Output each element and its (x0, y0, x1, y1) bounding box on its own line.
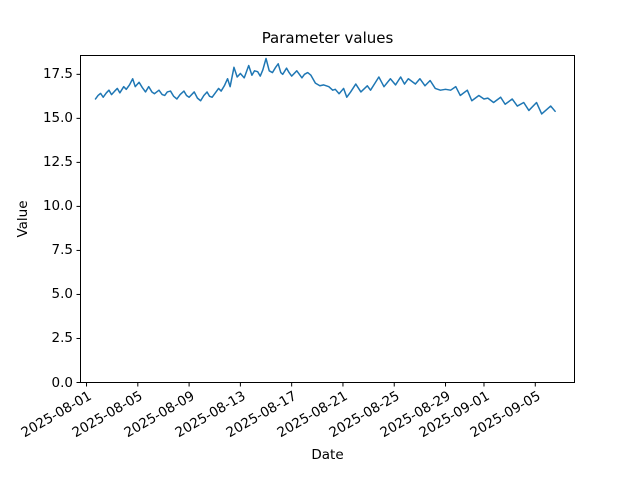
y-tick-label: 5.0 (51, 286, 73, 303)
x-axis-label: Date (311, 447, 344, 463)
y-tick-label: 15.0 (42, 110, 73, 127)
y-tick-label: 10.0 (42, 198, 73, 215)
data-line-parameter (94, 57, 556, 115)
y-tick-label: 0.0 (51, 374, 73, 391)
plot-spines (80, 55, 575, 383)
y-tick-label: 7.5 (51, 242, 73, 259)
y-tick-label: 12.5 (42, 154, 73, 171)
y-tick-label: 17.5 (42, 66, 73, 83)
chart-title: Parameter values (261, 29, 394, 47)
y-axis-label: Value (15, 200, 31, 238)
y-tick-label: 2.5 (51, 330, 73, 347)
